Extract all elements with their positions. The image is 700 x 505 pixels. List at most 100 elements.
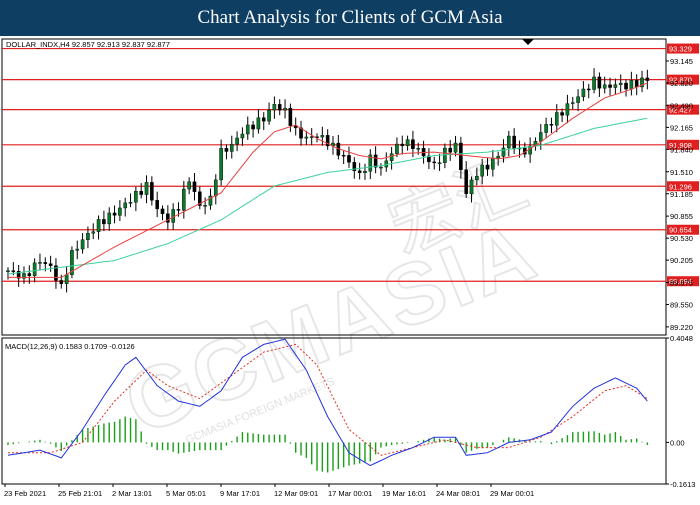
candle-body [144,182,149,195]
candle-body [485,164,490,170]
candle-body [251,124,255,130]
macd-signal-line [8,343,648,456]
price-axis-label: 92.165 [670,123,693,132]
price-axis-label: 91.510 [670,168,693,177]
candle-body [437,162,442,164]
candle-body [320,135,325,138]
candle-body [118,207,122,216]
chart-area: GCMASIA 宏汇 GCMASIA FOREIGN MARKETS 93.32… [0,36,700,500]
level-label: 92.870 [669,76,692,85]
candle-body [16,270,21,279]
price-axis-label: 90.205 [670,256,693,265]
candle-body [512,135,516,150]
candle-body [309,136,314,138]
candle-body [59,280,64,284]
candle-body [645,77,650,81]
candle-body [224,148,229,152]
candle-body [448,147,453,153]
candle-body [256,117,261,130]
candle-body [208,195,213,206]
candle-body [427,155,431,163]
current-time-marker-icon [522,39,534,45]
candle-body [565,103,570,116]
candle-body [176,209,181,211]
price-chart-title: DOLLAR_INDX,H4 92.857 92.913 92.837 92.8… [6,40,170,49]
candle-body [352,162,357,171]
candle-body [64,274,69,284]
candle-body [54,265,58,281]
level-label: 92.427 [669,106,692,115]
candle-body [629,80,634,90]
candle-body [544,124,548,133]
price-axis-label: 91.840 [670,145,693,154]
price-axis-label: 89.875 [670,279,693,288]
candle-body [368,154,373,172]
level-label: 93.329 [669,45,692,54]
level-label: 91.908 [669,141,692,150]
candle-body [267,109,271,122]
price-axis-label: 89.550 [670,301,693,310]
candle-body [592,76,596,90]
candle-body [75,248,80,251]
time-axis-label: 23 Feb 2021 [4,489,46,498]
candle-body [475,175,479,181]
time-axis: 23 Feb 2021 25 Feb 21:01 2 Mar 13:01 5 Mar … [4,484,534,498]
trading-chart: GCMASIA 宏汇 GCMASIA FOREIGN MARKETS 93.32… [0,36,700,500]
candle-body [507,135,511,149]
candle-body [91,231,96,234]
candle-body [293,125,298,129]
level-label: 91.296 [669,182,692,191]
candle-body [602,84,607,89]
candle-body [453,142,458,153]
candle-body [480,164,484,177]
level-label-box [667,74,699,85]
candle-body [283,107,287,111]
price-panel: 93.329 92.870 92.427 91.908 91.296 90.654 89.8… [1,38,699,336]
candle-body [395,143,399,154]
candle-body [134,191,138,203]
fast-moving-average [8,82,648,278]
candle-body [464,169,468,195]
macd-axis-label: 0.00 [670,438,685,447]
macd-main-line [7,338,648,467]
price-axis-label: 89.220 [670,323,693,332]
candle-body [570,102,575,104]
candle-body [155,200,159,210]
candle-body [277,104,282,111]
candle-body [80,239,85,250]
time-axis-label: 19 Mar 16:01 [382,489,426,498]
level-label-box [667,276,699,287]
macd-axis-label: -0.1613 [670,480,695,489]
candle-body [192,181,197,192]
level-label: 89.894 [669,277,692,286]
level-label: 90.654 [669,226,692,235]
candle-body [560,112,564,116]
candle-body [581,88,586,97]
candle-body [405,139,410,147]
time-axis-label: 29 Mar 00:01 [490,489,534,498]
candle-body [198,191,202,206]
candle-body [187,181,191,190]
candle-body [219,148,223,181]
candle-body [347,155,351,163]
candle-body [416,148,421,150]
level-label-box [667,43,699,54]
candle-body [96,219,101,232]
candle-body [102,219,106,225]
time-axis-label: 17 Mar 00:01 [328,489,372,498]
candle-body [27,273,32,276]
candle-body [107,212,112,225]
candle-body [491,157,495,170]
candle-body [203,205,207,207]
candle-body [325,135,330,147]
time-axis-label: 2 Mar 13:01 [112,489,152,498]
macd-title: MACD(12,26,9) 0.1583 0.1709 -0.0126 [5,342,135,351]
candle-body [501,147,506,157]
candle-body [634,80,639,88]
banner-title: Chart Analysis for Clients of GCM Asia [0,0,700,36]
candle-body [379,166,383,169]
candle-body [86,232,90,240]
price-axis-label: 90.530 [670,234,693,243]
candle-body [150,182,154,201]
level-label-box [667,139,699,150]
